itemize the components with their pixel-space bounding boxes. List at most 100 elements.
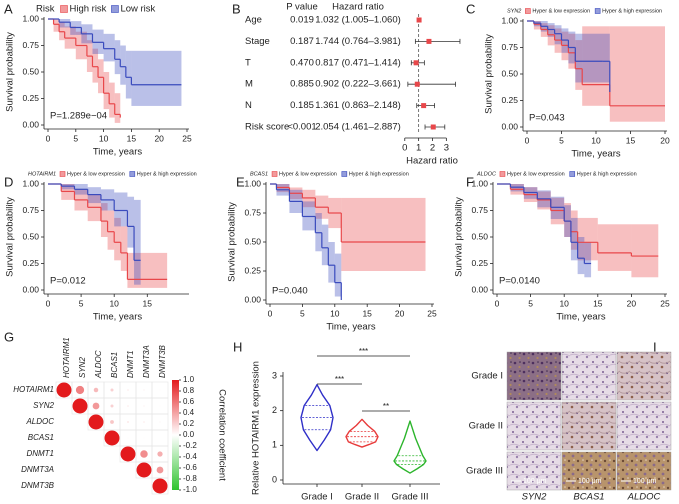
y-tick-label: 0.00 xyxy=(22,284,39,294)
x-tick-label: 5 xyxy=(300,308,305,318)
colorbar-tick-label: 0.2 xyxy=(183,419,195,428)
hazard-point xyxy=(414,81,420,87)
colorbar-tick-label: -0.4 xyxy=(183,452,197,461)
column-label: SYN2 xyxy=(522,492,548,503)
x-tick-label: 20 xyxy=(627,298,637,308)
y-tick-label: 0.00 xyxy=(244,294,261,304)
y-tick-label: 1.00 xyxy=(501,15,518,25)
x-tick-label: 10 xyxy=(330,308,340,318)
ci-band xyxy=(107,210,115,250)
legend-label: Low risk xyxy=(120,4,155,15)
correlation-circle xyxy=(93,387,99,393)
p-value-annotation: P=0.012 xyxy=(50,276,86,287)
ci-band xyxy=(127,252,168,288)
histology-image xyxy=(616,451,672,491)
histology-image xyxy=(616,401,672,451)
histology-image xyxy=(561,401,617,451)
hazard-point xyxy=(413,60,419,66)
x-tick-label: 15 xyxy=(626,135,636,145)
correlation-circle xyxy=(110,404,114,408)
hazard-ratio: 1.032 (1.005–1.060) xyxy=(315,15,401,26)
correlation-circle xyxy=(152,478,168,494)
x-tick-label: 1 xyxy=(416,143,421,154)
column-header: Hazard ratio xyxy=(332,2,384,13)
hazard-ratio: 1.744 (0.764–3.981) xyxy=(315,36,401,47)
legend-label: Hyper & high expression xyxy=(577,171,637,177)
ci-band xyxy=(114,40,121,75)
y-tick-label: 0.00 xyxy=(22,119,39,129)
legend-label: Hyper & high expression xyxy=(137,171,197,177)
row-label: Stage xyxy=(245,36,270,47)
correlation-circle xyxy=(110,420,114,424)
ci-band xyxy=(100,203,108,237)
ci-band xyxy=(602,33,610,83)
y-tick-label: 0.25 xyxy=(244,265,261,275)
correlation-circle xyxy=(120,446,136,462)
x-axis-title: Time, years xyxy=(93,147,143,158)
panel-label: A xyxy=(4,1,13,16)
column-label: SYN2 xyxy=(78,357,87,378)
correlation-circle xyxy=(143,437,145,439)
correlation-circle xyxy=(159,405,161,407)
correlation-circle xyxy=(159,389,161,391)
histology-image xyxy=(506,401,562,451)
hazard-point xyxy=(421,103,427,109)
x-tick-label: 0 xyxy=(268,308,273,318)
legend-swatch xyxy=(60,5,68,13)
histology-image xyxy=(506,451,562,491)
y-tick-label: 0.50 xyxy=(471,231,488,241)
y-tick-label: 0.25 xyxy=(501,95,518,105)
y-axis-title: Relative HOTAIRM1 expression xyxy=(251,361,262,495)
x-tick-label: 25 xyxy=(182,133,192,143)
y-tick-label: 0.00 xyxy=(501,121,518,131)
panel-label: I xyxy=(653,339,657,354)
legend-swatch xyxy=(341,171,348,177)
panel-label: B xyxy=(232,1,241,16)
legend-swatch xyxy=(499,171,506,177)
correlation-circle xyxy=(88,414,104,430)
x-tick-label: 3 xyxy=(444,143,449,154)
p-value: 0.019 xyxy=(290,15,314,26)
legend-swatch xyxy=(271,171,278,177)
correlation-circle xyxy=(136,462,152,478)
ci-band xyxy=(92,48,99,83)
row-label: M xyxy=(245,79,253,90)
ci-band xyxy=(570,210,578,250)
ci-band xyxy=(127,196,135,248)
x-tick-label: 0 xyxy=(525,135,530,145)
y-tick-label: 0 xyxy=(272,474,277,484)
hazard-ratio: 0.902 (0.222–3.661) xyxy=(315,79,401,90)
x-tick-label: 15 xyxy=(593,298,603,308)
y-tick-label: 0.50 xyxy=(501,68,518,78)
ci-band xyxy=(577,217,598,261)
legend-swatch xyxy=(59,171,66,177)
ci-band xyxy=(575,33,603,83)
scale-bar-label: 100 μm xyxy=(578,478,602,485)
ci-band xyxy=(575,40,583,90)
column-header: P value xyxy=(286,2,318,13)
y-axis-title: Survival probability xyxy=(5,32,16,112)
legend-label: High risk xyxy=(69,4,106,15)
panel-label: C xyxy=(466,1,475,16)
ci-band xyxy=(577,237,585,275)
y-tick-label: 0.25 xyxy=(22,93,39,103)
p-value: <0.001 xyxy=(287,122,316,133)
colorbar xyxy=(172,380,179,490)
p-value: 0.187 xyxy=(290,36,314,47)
ci-band xyxy=(103,72,110,110)
ci-band xyxy=(120,45,126,85)
colorbar-tick-label: -0.8 xyxy=(183,474,197,483)
matrix-cell xyxy=(151,477,169,495)
correlation-circle xyxy=(156,466,164,474)
correlation-circle xyxy=(159,421,161,423)
correlation-circle xyxy=(92,402,100,410)
x-tick-label: 10 xyxy=(99,133,109,143)
y-tick-label: 0.50 xyxy=(244,236,261,246)
y-tick-label: 0.75 xyxy=(244,207,261,217)
ci-band xyxy=(321,224,329,266)
row-label: HOTAIRM1 xyxy=(13,385,54,394)
row-label: ALDOC xyxy=(25,417,54,426)
p-value-annotation: P=0.040 xyxy=(272,286,308,297)
panel-label: E xyxy=(236,174,245,189)
histology-image xyxy=(561,451,617,491)
